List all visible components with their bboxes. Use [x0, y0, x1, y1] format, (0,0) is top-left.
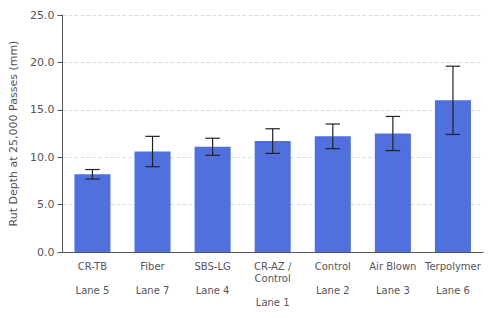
svg-text:15.0: 15.0: [30, 103, 55, 116]
svg-text:CR-TB: CR-TB: [78, 261, 107, 272]
svg-text:5.0: 5.0: [37, 198, 55, 211]
svg-text:Terpolymer: Terpolymer: [424, 261, 482, 272]
svg-text:Lane 4: Lane 4: [196, 285, 230, 296]
svg-text:SBS-LG: SBS-LG: [194, 261, 230, 272]
svg-text:Lane 3: Lane 3: [376, 285, 410, 296]
svg-text:Rut Depth at 25,000 Passes (mm: Rut Depth at 25,000 Passes (mm): [7, 41, 20, 227]
svg-text:Lane 7: Lane 7: [136, 285, 170, 296]
svg-text:Control: Control: [255, 273, 291, 284]
svg-text:Lane 1: Lane 1: [256, 297, 290, 308]
svg-text:Control: Control: [315, 261, 351, 272]
svg-text:0.0: 0.0: [37, 246, 55, 259]
svg-text:20.0: 20.0: [30, 56, 55, 69]
svg-text:25.0: 25.0: [30, 9, 55, 22]
svg-text:Fiber: Fiber: [140, 261, 165, 272]
svg-text:CR-AZ /: CR-AZ /: [254, 261, 292, 272]
svg-text:10.0: 10.0: [30, 151, 55, 164]
svg-text:Lane 5: Lane 5: [76, 285, 110, 296]
svg-text:Air Blown: Air Blown: [369, 261, 416, 272]
svg-text:Lane 2: Lane 2: [316, 285, 350, 296]
svg-text:Lane 6: Lane 6: [436, 285, 470, 296]
